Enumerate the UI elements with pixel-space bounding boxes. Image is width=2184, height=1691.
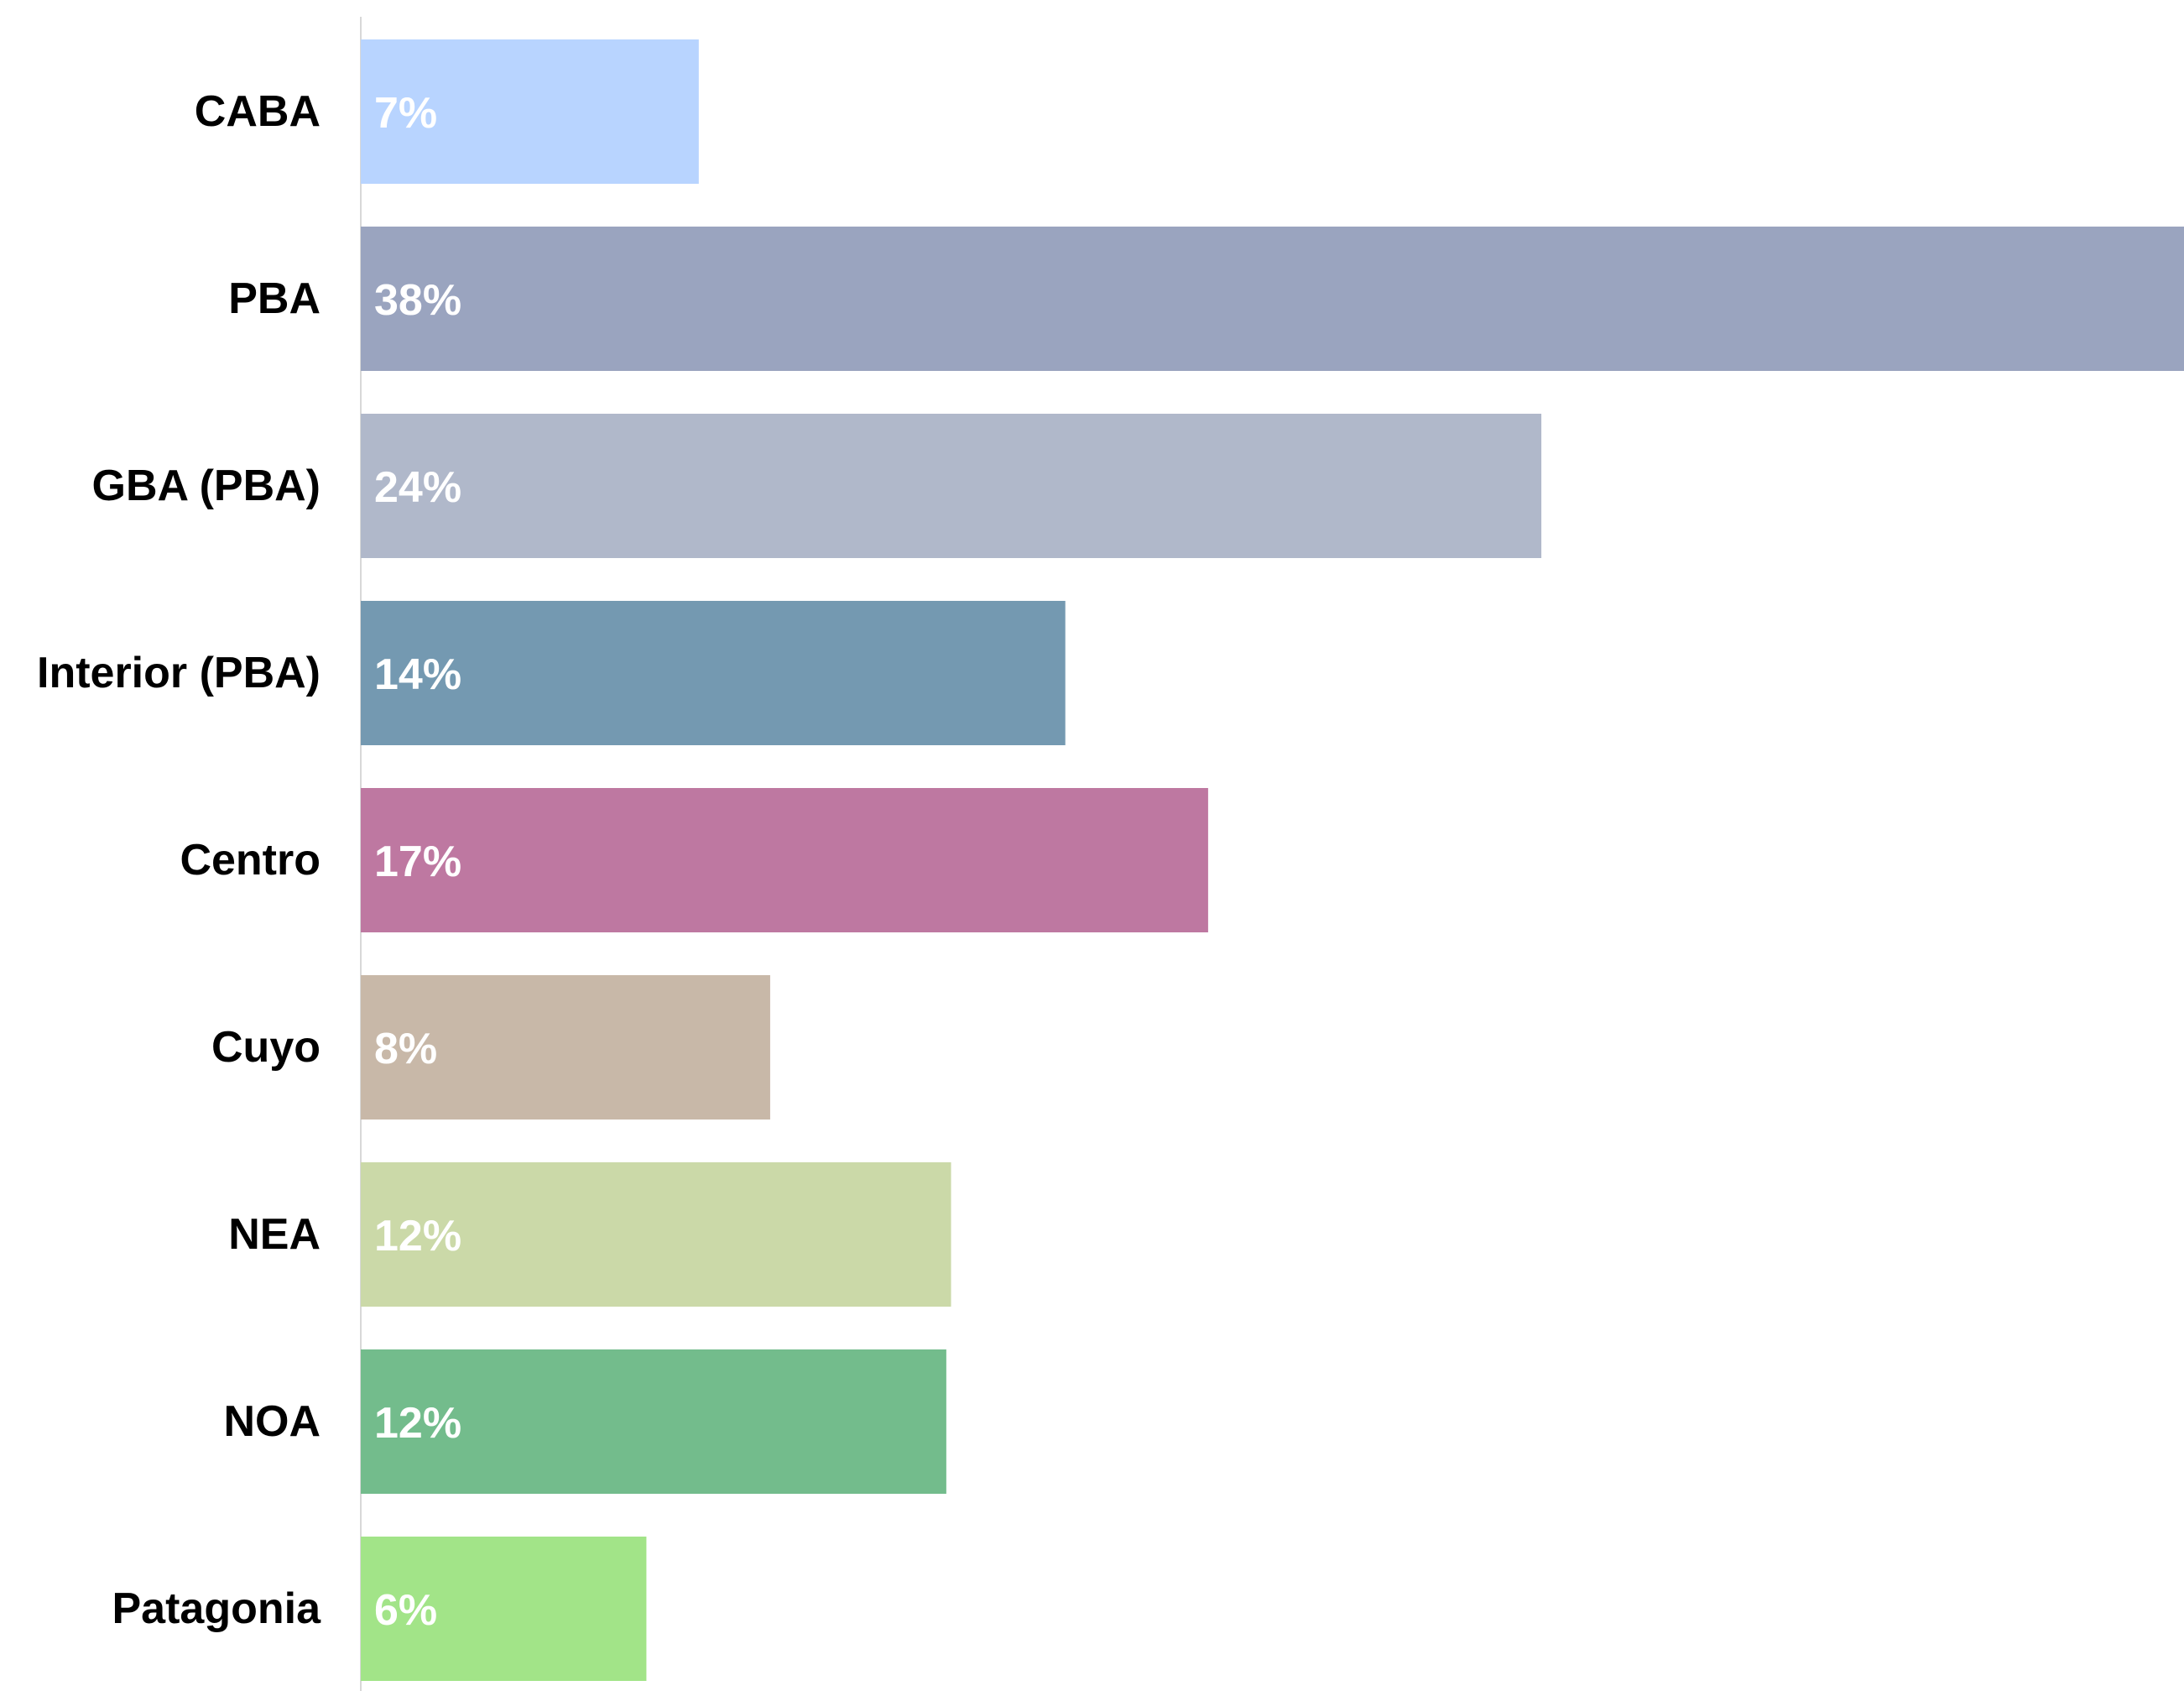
category-label: NOA xyxy=(223,1397,321,1446)
bar-group: Interior (PBA) 14% xyxy=(37,601,1066,745)
bar-group: NEA 12% xyxy=(228,1162,951,1307)
category-label: CABA xyxy=(195,87,321,136)
category-label: GBA (PBA) xyxy=(92,462,321,510)
value-label: 24% xyxy=(374,463,461,512)
category-label: Centro xyxy=(180,836,321,885)
bar xyxy=(361,39,699,184)
bar-group: PBA 38% xyxy=(228,227,2184,371)
value-label: 17% xyxy=(374,838,461,886)
value-label: 12% xyxy=(374,1212,461,1260)
bar xyxy=(361,1537,647,1681)
value-label: 12% xyxy=(374,1399,461,1448)
bar xyxy=(361,601,1066,745)
bar-group: Centro 17% xyxy=(180,788,1208,932)
bar xyxy=(361,227,2184,371)
bar-group: CABA 7% xyxy=(195,39,699,184)
category-label: NEA xyxy=(228,1210,321,1259)
bar-group: Cuyo 8% xyxy=(211,975,770,1120)
category-label: Interior (PBA) xyxy=(37,649,321,697)
bar-group: NOA 12% xyxy=(223,1349,946,1494)
category-label: Patagonia xyxy=(112,1584,322,1633)
category-label: Cuyo xyxy=(211,1023,321,1072)
value-label: 38% xyxy=(374,276,461,325)
value-label: 14% xyxy=(374,650,461,699)
value-label: 7% xyxy=(374,89,437,138)
bar xyxy=(361,1162,951,1307)
value-label: 6% xyxy=(374,1586,437,1635)
bar xyxy=(361,788,1208,932)
bar xyxy=(361,975,770,1120)
bar xyxy=(361,1349,946,1494)
value-label: 8% xyxy=(374,1025,437,1073)
bar-group: GBA (PBA) 24% xyxy=(92,414,1542,558)
bar-group: Patagonia 6% xyxy=(112,1537,647,1681)
category-label: PBA xyxy=(228,274,321,323)
bar xyxy=(361,414,1542,558)
